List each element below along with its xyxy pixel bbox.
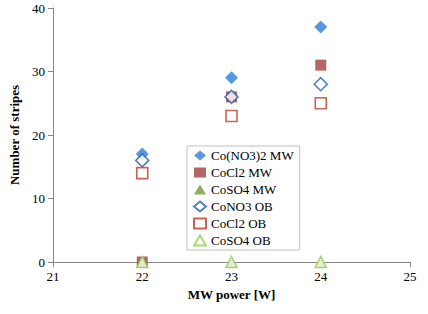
svg-text:10: 10 <box>32 191 45 206</box>
svg-text:22: 22 <box>136 269 149 284</box>
svg-text:CoCl2 MW: CoCl2 MW <box>211 165 273 180</box>
svg-text:24: 24 <box>314 269 328 284</box>
svg-text:MW power [W]: MW power [W] <box>188 287 276 302</box>
svg-text:CoSO4 OB: CoSO4 OB <box>211 233 271 248</box>
svg-text:23: 23 <box>225 269 238 284</box>
svg-text:20: 20 <box>32 128 45 143</box>
svg-text:30: 30 <box>32 64 45 79</box>
svg-text:21: 21 <box>47 269 60 284</box>
svg-text:Co(NO3)2 MW: Co(NO3)2 MW <box>211 148 294 163</box>
svg-text:CoCl2 OB: CoCl2 OB <box>211 216 267 231</box>
svg-text:CoNO3 OB: CoNO3 OB <box>211 199 273 214</box>
svg-text:40: 40 <box>32 1 45 16</box>
svg-text:25: 25 <box>404 269 417 284</box>
svg-text:Number of stripes: Number of stripes <box>7 85 22 185</box>
svg-text:CoSO4 MW: CoSO4 MW <box>211 182 277 197</box>
svg-text:0: 0 <box>39 255 46 270</box>
